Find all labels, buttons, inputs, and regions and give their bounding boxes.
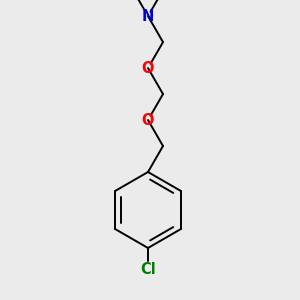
Text: O: O [142, 112, 154, 128]
Text: O: O [142, 61, 154, 76]
Text: N: N [142, 9, 154, 24]
Text: Cl: Cl [140, 262, 156, 278]
